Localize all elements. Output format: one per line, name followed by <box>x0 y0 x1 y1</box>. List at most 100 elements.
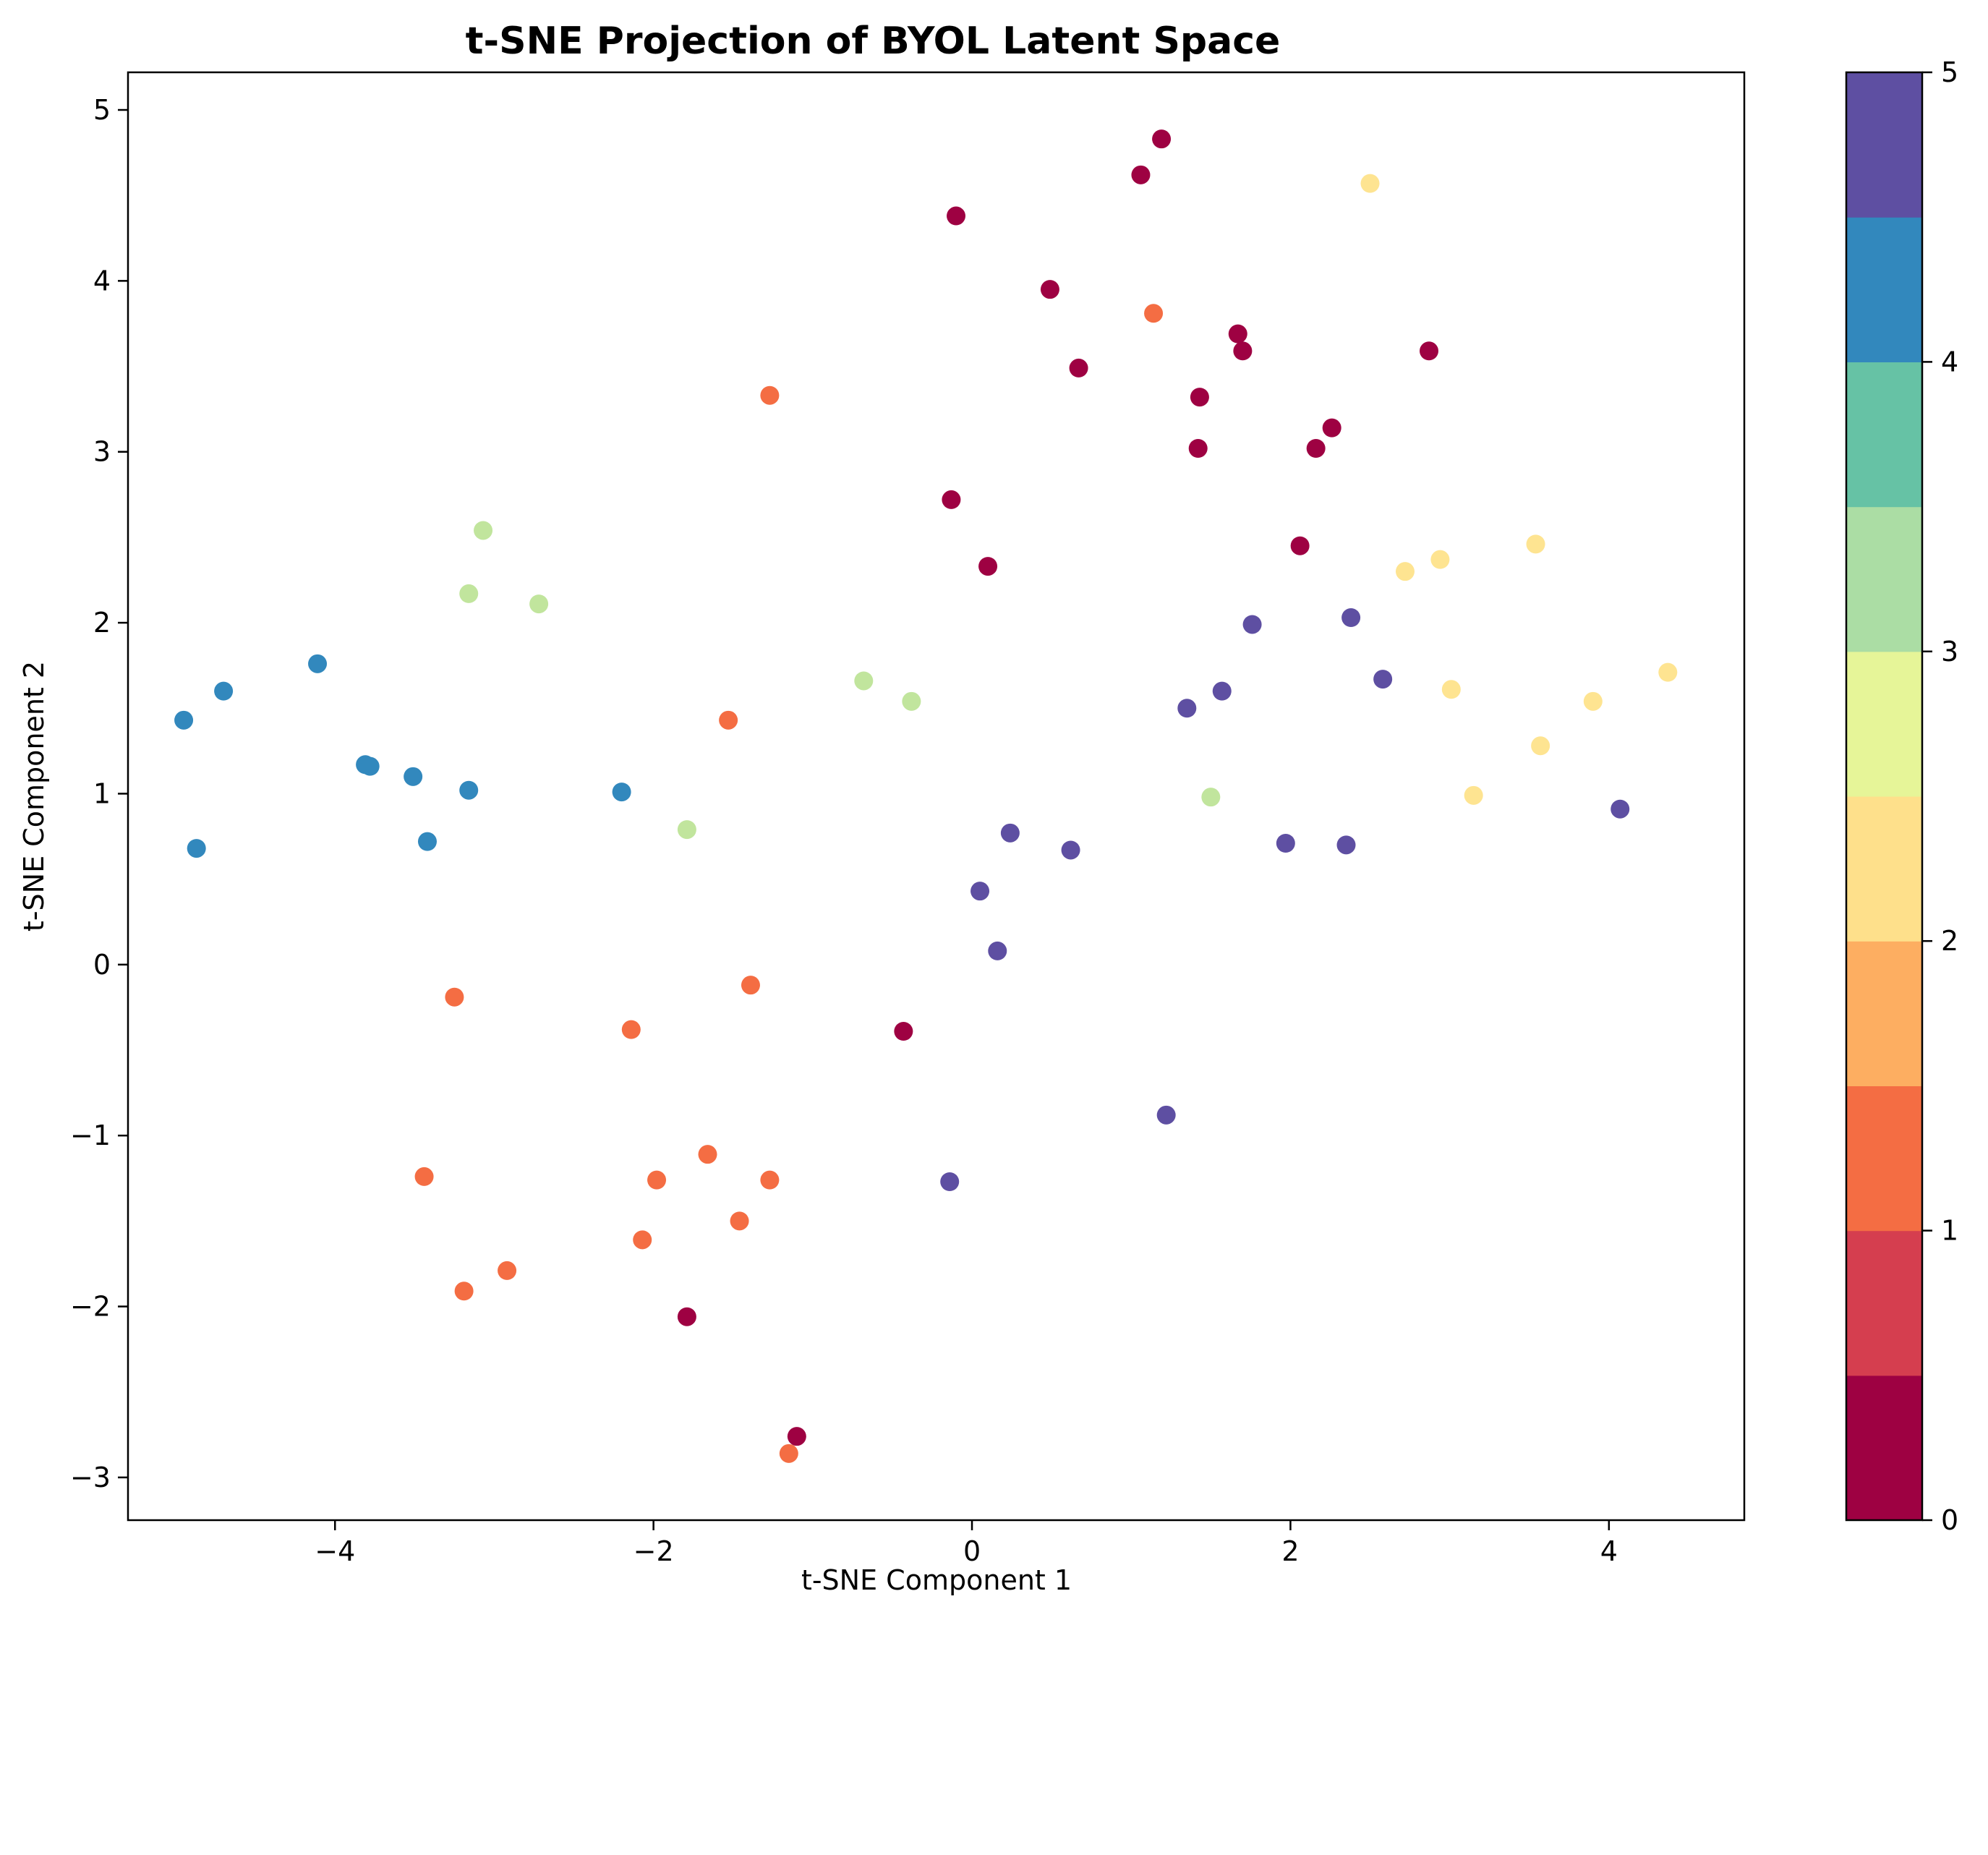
colorbar-tick-label: 1 <box>1941 1215 1958 1247</box>
data-point-class-0 <box>787 1427 806 1446</box>
data-point-class-0 <box>1040 280 1059 299</box>
colorbar-tick-label: 3 <box>1941 636 1958 668</box>
data-point-class-2 <box>1583 691 1603 711</box>
colorbar-band <box>1846 217 1922 362</box>
colorbar-band <box>1846 941 1922 1086</box>
data-point-class-1 <box>698 1145 717 1164</box>
chart-title: t-SNE Projection of BYOL Latent Space <box>466 20 1281 63</box>
plot-area <box>127 71 1746 1522</box>
data-point-class-4 <box>308 654 328 673</box>
data-point-class-2 <box>1531 736 1550 756</box>
data-point-class-4 <box>459 780 479 800</box>
data-point-class-2 <box>1441 680 1461 699</box>
data-point-class-0 <box>942 490 961 509</box>
data-point-class-5 <box>1177 699 1197 718</box>
data-point-class-3 <box>902 691 921 711</box>
data-point-class-2 <box>1658 662 1678 682</box>
data-point-class-2 <box>1395 562 1415 581</box>
data-point-class-1 <box>760 1170 780 1190</box>
colorbar-band <box>1846 506 1922 652</box>
colorbar-tick-label: 0 <box>1941 1504 1958 1536</box>
data-point-class-3 <box>1201 788 1221 807</box>
data-point-class-0 <box>1290 536 1310 555</box>
colorbar-bands <box>1846 72 1922 1521</box>
x-tick-label: 4 <box>1600 1535 1618 1567</box>
data-point-class-0 <box>1152 129 1172 149</box>
colorbar-band <box>1846 796 1922 942</box>
data-point-class-1 <box>633 1230 652 1250</box>
plot-frame <box>127 71 1746 1522</box>
data-point-class-0 <box>677 1307 696 1326</box>
data-point-class-2 <box>1464 785 1483 805</box>
data-point-class-0 <box>978 557 998 576</box>
y-tick-label: −2 <box>70 1291 111 1323</box>
x-tick-label: −4 <box>315 1535 355 1567</box>
data-point-class-1 <box>1144 304 1164 323</box>
data-point-class-5 <box>1212 681 1232 701</box>
data-point-class-2 <box>1430 550 1450 569</box>
colorbar-tick-label: 4 <box>1941 346 1958 378</box>
data-point-class-5 <box>970 882 990 901</box>
data-point-class-0 <box>1069 358 1088 378</box>
data-point-class-0 <box>894 1022 913 1041</box>
colorbar-band <box>1846 1375 1922 1521</box>
y-axis-label: t-SNE Component 2 <box>18 661 50 931</box>
x-axis-ticks: −4 −2 0 2 4 <box>315 1520 1618 1567</box>
data-point-class-5 <box>1341 608 1361 627</box>
data-point-class-3 <box>474 521 493 540</box>
data-point-class-4 <box>214 681 234 701</box>
data-point-class-0 <box>1190 388 1209 407</box>
data-point-class-0 <box>1228 324 1247 344</box>
data-point-class-1 <box>741 976 760 995</box>
data-point-class-2 <box>1360 174 1380 193</box>
data-point-class-0 <box>1420 341 1439 361</box>
data-point-class-3 <box>529 594 549 614</box>
y-axis-ticks: −3 −2 −1 0 1 2 3 4 5 <box>70 94 128 1493</box>
colorbar-band <box>1846 1230 1922 1376</box>
colorbar-band <box>1846 362 1922 508</box>
colorbar-band <box>1846 651 1922 797</box>
y-tick-label: 0 <box>93 949 111 981</box>
data-point-class-0 <box>1131 165 1151 184</box>
data-point-class-1 <box>621 1020 641 1039</box>
y-tick-label: 1 <box>93 777 111 809</box>
data-point-class-1 <box>779 1444 798 1463</box>
data-point-class-0 <box>1322 418 1341 438</box>
data-point-class-3 <box>677 820 696 840</box>
data-point-class-5 <box>1611 799 1630 819</box>
data-point-class-3 <box>854 671 874 691</box>
data-point-class-1 <box>498 1261 517 1280</box>
data-point-class-4 <box>174 710 194 730</box>
data-point-class-3 <box>459 584 479 603</box>
colorbar-frame <box>1845 71 1924 1522</box>
data-point-class-5 <box>1336 835 1356 855</box>
colorbar-tick-label: 2 <box>1941 925 1958 957</box>
x-axis-label: t-SNE Component 1 <box>801 1564 1072 1596</box>
y-tick-label: 4 <box>93 265 111 297</box>
data-point-class-5 <box>988 941 1007 960</box>
colorbar: 0 1 2 3 4 5 <box>1845 56 1958 1536</box>
data-point-class-0 <box>947 206 966 226</box>
colorbar-band <box>1846 1086 1922 1232</box>
colorbar-band <box>1846 72 1922 218</box>
data-point-class-1 <box>719 710 738 730</box>
data-point-class-1 <box>454 1282 474 1301</box>
data-point-class-1 <box>730 1211 749 1231</box>
data-point-class-0 <box>1233 341 1253 361</box>
x-tick-label: −2 <box>633 1535 674 1567</box>
data-point-class-5 <box>1061 840 1080 860</box>
x-tick-label: 0 <box>963 1535 981 1567</box>
data-point-class-4 <box>612 782 631 802</box>
data-point-class-5 <box>1373 670 1393 689</box>
y-tick-label: −1 <box>70 1120 111 1151</box>
y-tick-label: 2 <box>93 607 111 639</box>
colorbar-tick-label: 5 <box>1941 56 1958 88</box>
y-tick-label: 3 <box>93 436 111 468</box>
data-point-class-5 <box>1276 834 1295 853</box>
data-point-class-5 <box>1000 823 1020 843</box>
x-tick-label: 2 <box>1281 1535 1299 1567</box>
data-point-class-4 <box>187 839 206 858</box>
data-point-class-1 <box>647 1170 667 1190</box>
data-point-class-5 <box>1242 615 1262 634</box>
